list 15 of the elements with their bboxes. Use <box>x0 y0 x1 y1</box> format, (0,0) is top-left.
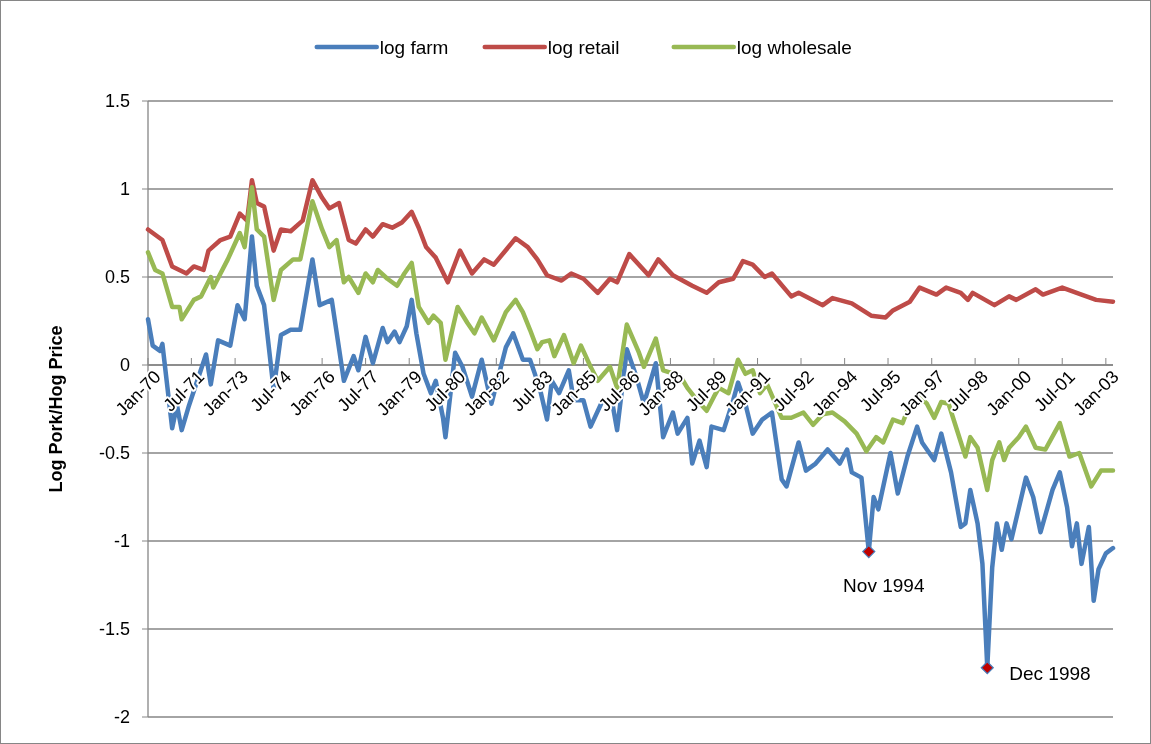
legend-label: log retail <box>547 36 620 58</box>
annotation: Dec 1998 <box>1009 662 1091 684</box>
y-tick-label: 0 <box>119 355 130 376</box>
y-tick-label: -2 <box>113 707 130 728</box>
legend-label: log farm <box>379 36 449 58</box>
y-axis-title: Log Pork/Hog Price <box>46 325 66 493</box>
legend-label: log wholesale <box>736 36 852 58</box>
line-series <box>145 177 1116 320</box>
y-tick-label: 0.5 <box>104 267 130 288</box>
y-tick-label: 1 <box>119 179 130 200</box>
y-tick-label: -1.5 <box>98 619 130 640</box>
y-tick-label: -0.5 <box>98 443 130 464</box>
y-tick-label: -1 <box>113 531 130 552</box>
y-tick-label: 1.5 <box>104 91 130 112</box>
annotation: Nov 1994 <box>843 574 925 596</box>
